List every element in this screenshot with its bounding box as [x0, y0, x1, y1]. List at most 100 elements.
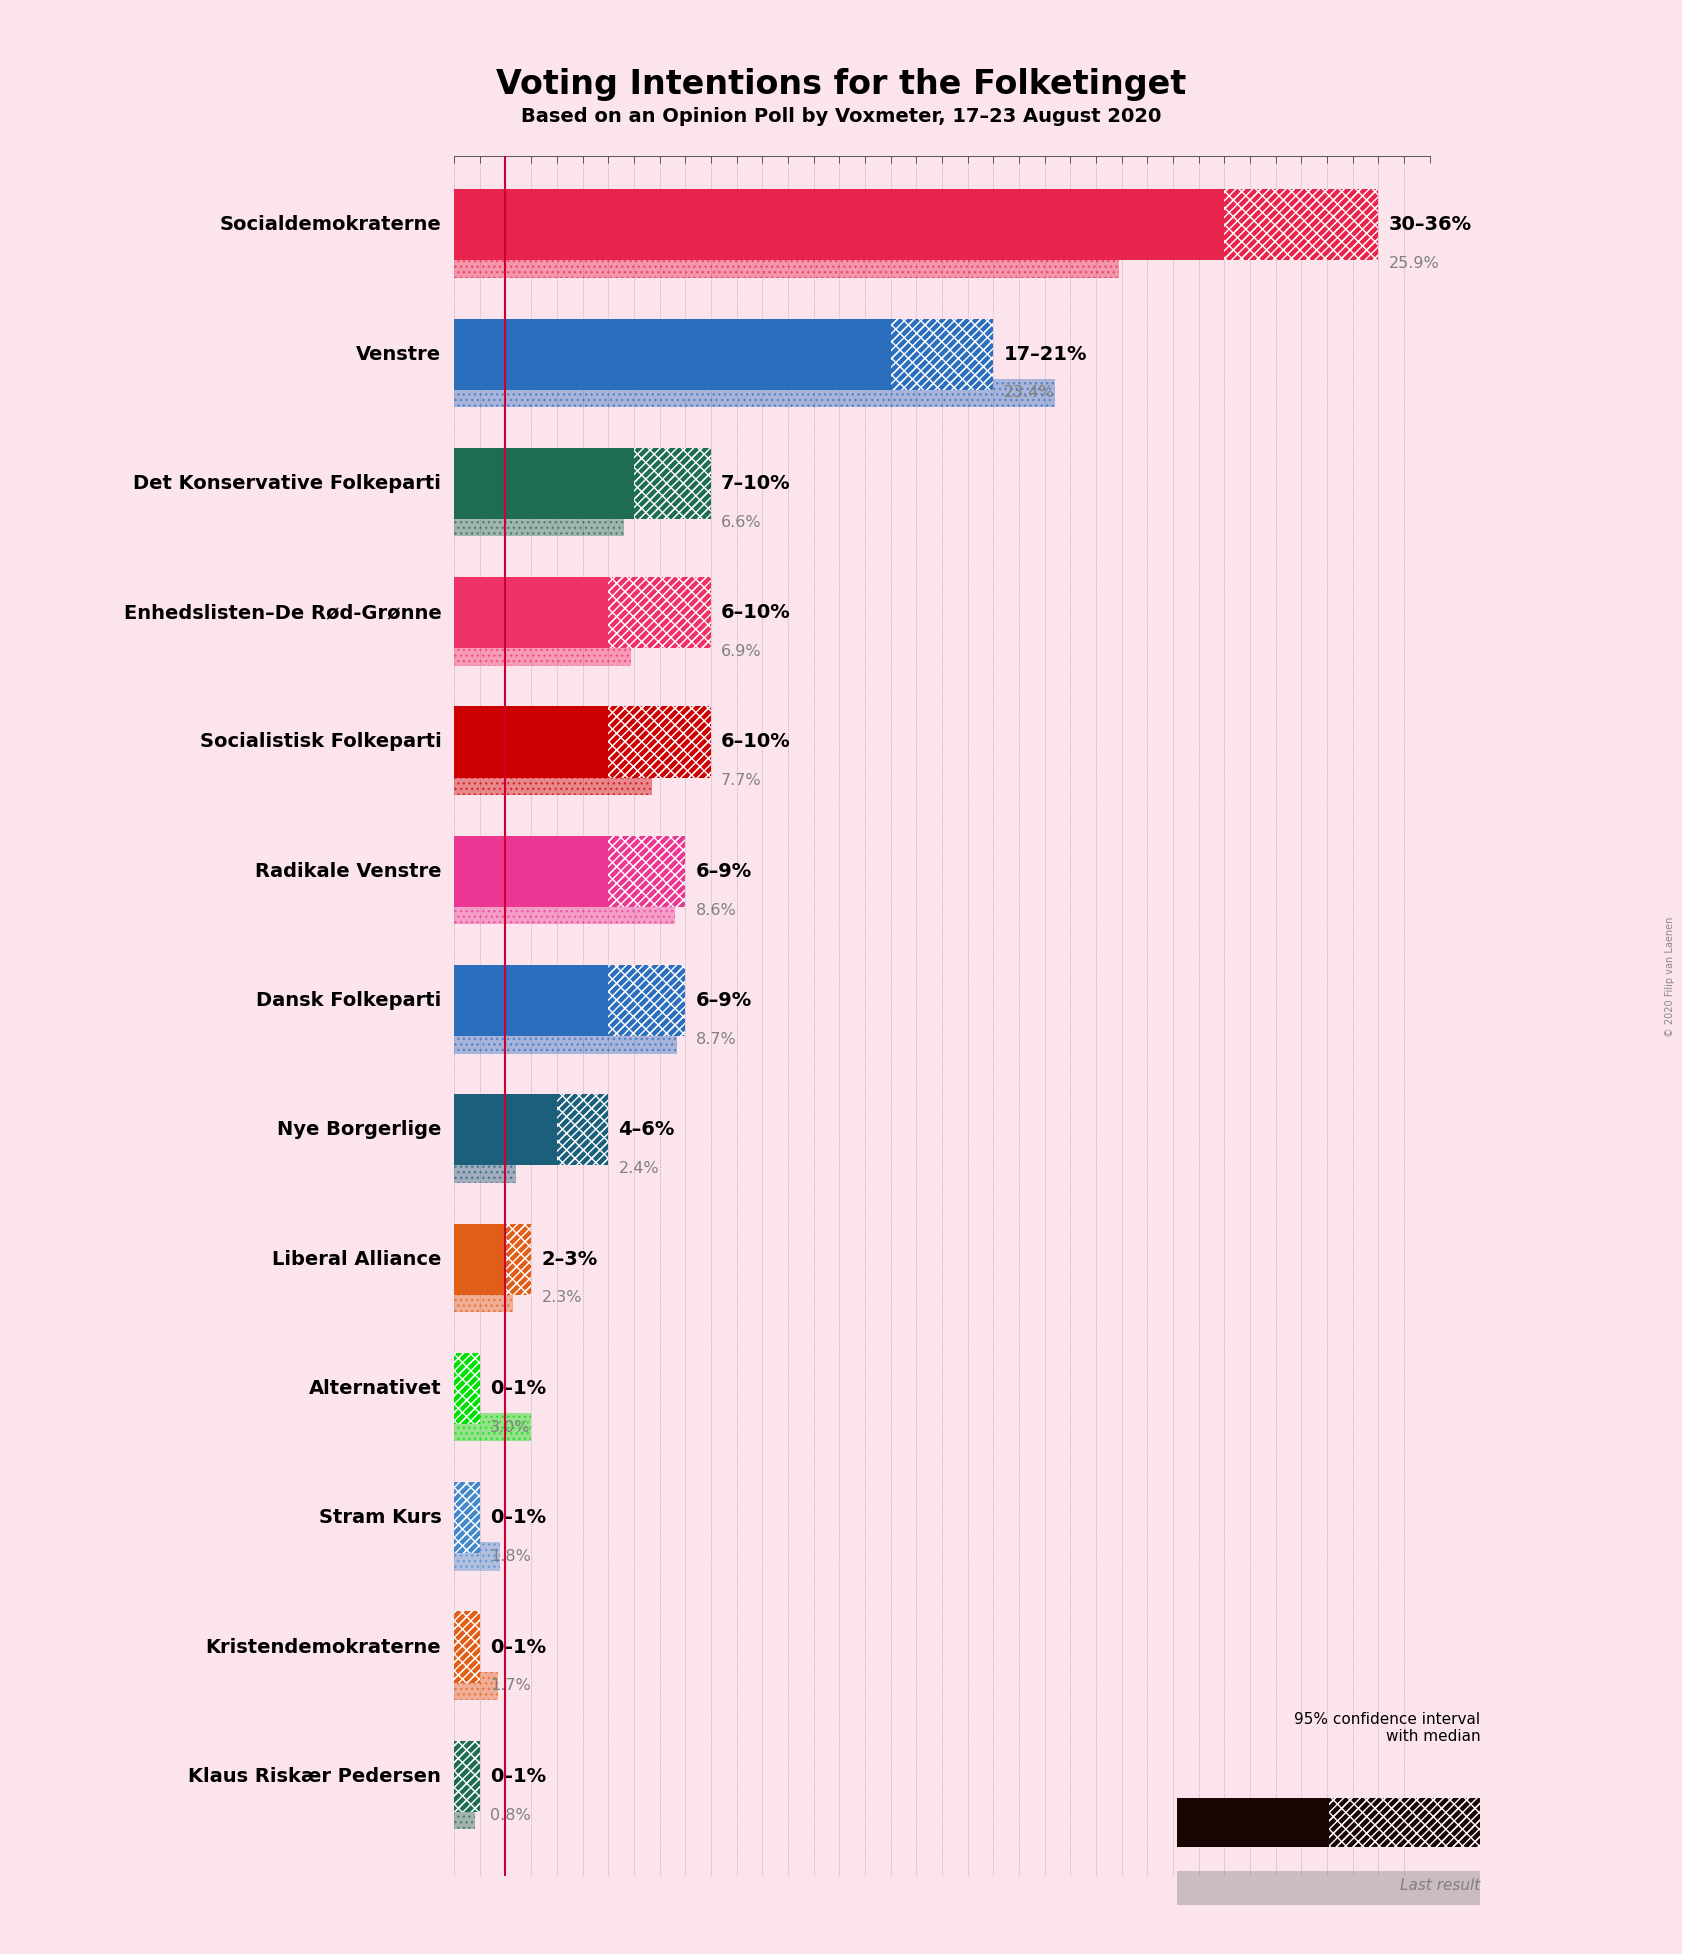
Bar [634, 447, 711, 520]
Bar [454, 1352, 479, 1424]
Bar [454, 1483, 479, 1553]
Text: © 2020 Filip van Laenen: © 2020 Filip van Laenen [1665, 916, 1675, 1038]
Bar [634, 447, 711, 520]
Text: 6–10%: 6–10% [722, 733, 791, 752]
Text: 2.3%: 2.3% [542, 1290, 582, 1305]
Text: 6.9%: 6.9% [722, 645, 762, 658]
Bar [454, 1223, 506, 1296]
Text: Based on an Opinion Poll by Voxmeter, 17–23 August 2020: Based on an Opinion Poll by Voxmeter, 17… [521, 107, 1161, 127]
Bar [454, 379, 1055, 406]
Bar [454, 965, 609, 1036]
Bar [454, 250, 1119, 277]
Bar [1224, 190, 1378, 260]
Bar [609, 576, 711, 649]
Text: 0.8%: 0.8% [489, 1807, 532, 1823]
Bar [557, 1094, 609, 1165]
Bar [609, 836, 685, 907]
Text: Last result: Last result [1399, 1878, 1480, 1893]
Bar [1224, 190, 1378, 260]
Bar [609, 836, 685, 907]
Bar [454, 1542, 500, 1571]
Bar [634, 447, 711, 520]
Bar [609, 965, 685, 1036]
Bar [454, 447, 634, 520]
Bar [609, 576, 711, 649]
Bar [454, 1413, 532, 1442]
Bar [454, 1483, 479, 1553]
Text: 3.0%: 3.0% [489, 1421, 530, 1434]
Bar [454, 1483, 479, 1553]
Bar [454, 508, 624, 537]
Text: 30–36%: 30–36% [1389, 215, 1472, 234]
Bar [506, 1223, 532, 1296]
Bar [557, 1094, 609, 1165]
Text: 25.9%: 25.9% [1389, 256, 1440, 272]
Bar [609, 707, 711, 778]
Bar [454, 1155, 516, 1182]
Bar [454, 1612, 479, 1682]
Text: 2–3%: 2–3% [542, 1251, 597, 1268]
Text: Socialistisk Folkeparti: Socialistisk Folkeparti [200, 733, 441, 752]
Text: 0–1%: 0–1% [489, 1637, 547, 1657]
Text: 17–21%: 17–21% [1004, 344, 1087, 363]
Bar [454, 766, 653, 795]
Text: Nye Borgerlige: Nye Borgerlige [278, 1120, 441, 1139]
Bar [454, 1026, 678, 1053]
Text: 2.4%: 2.4% [619, 1161, 659, 1176]
Bar [454, 1612, 479, 1682]
Text: Socialdemokraterne: Socialdemokraterne [220, 215, 441, 234]
Bar [1224, 190, 1378, 260]
Text: Stram Kurs: Stram Kurs [318, 1508, 441, 1528]
Bar [609, 707, 711, 778]
Text: 0–1%: 0–1% [489, 1508, 547, 1528]
Bar [609, 965, 685, 1036]
Bar [454, 895, 674, 924]
Bar [454, 1352, 479, 1424]
Text: Radikale Venstre: Radikale Venstre [254, 862, 441, 881]
Bar [454, 637, 631, 666]
Bar [454, 379, 1055, 406]
Bar [609, 965, 685, 1036]
Text: Klaus Riskær Pedersen: Klaus Riskær Pedersen [188, 1766, 441, 1786]
Bar [454, 1671, 498, 1700]
Bar [454, 190, 1224, 260]
Bar [454, 1094, 557, 1165]
Text: Liberal Alliance: Liberal Alliance [272, 1251, 441, 1268]
Text: Alternativet: Alternativet [309, 1380, 441, 1397]
Bar [890, 319, 994, 389]
Bar [454, 319, 890, 389]
Bar [454, 508, 624, 537]
Text: Dansk Folkeparti: Dansk Folkeparti [256, 991, 441, 1010]
Text: 0–1%: 0–1% [489, 1766, 547, 1786]
Bar [454, 1155, 516, 1182]
Bar [557, 1094, 609, 1165]
Text: 1.8%: 1.8% [489, 1550, 532, 1563]
Bar [506, 1223, 532, 1296]
Bar [454, 1671, 498, 1700]
Bar [454, 895, 674, 924]
Bar [454, 1413, 532, 1442]
Text: 95% confidence interval
with median: 95% confidence interval with median [1293, 1712, 1480, 1743]
Text: 7.7%: 7.7% [722, 774, 762, 787]
Bar [454, 1542, 500, 1571]
Bar [454, 1352, 479, 1424]
Bar [506, 1223, 532, 1296]
Text: 4–6%: 4–6% [619, 1120, 674, 1139]
Bar [454, 250, 1119, 277]
Bar [454, 637, 631, 666]
Bar [454, 707, 609, 778]
Text: 6–9%: 6–9% [695, 991, 752, 1010]
Text: Voting Intentions for the Folketinget: Voting Intentions for the Folketinget [496, 68, 1186, 102]
Text: 6.6%: 6.6% [722, 514, 762, 530]
Text: 6–10%: 6–10% [722, 604, 791, 621]
Bar [609, 707, 711, 778]
Text: Venstre: Venstre [357, 344, 441, 363]
Text: 8.6%: 8.6% [695, 903, 737, 918]
Bar [454, 1741, 479, 1811]
Bar [454, 1802, 474, 1829]
Bar [454, 836, 609, 907]
Text: 0–1%: 0–1% [489, 1380, 547, 1397]
Bar [609, 576, 711, 649]
Text: 6–9%: 6–9% [695, 862, 752, 881]
Text: 7–10%: 7–10% [722, 475, 791, 492]
